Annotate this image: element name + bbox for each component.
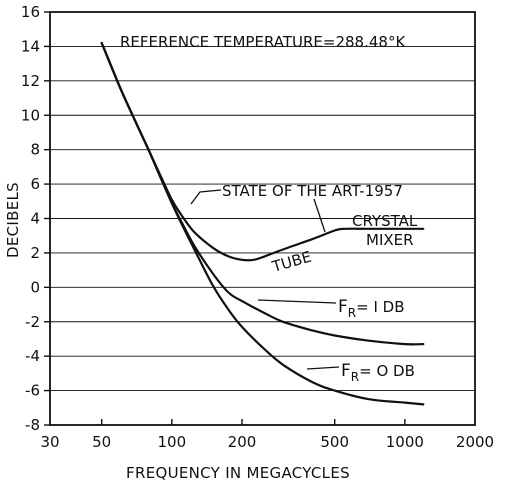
state-of-art-leader-right [313, 198, 326, 233]
y-tick-label: 12 [21, 72, 40, 90]
grid-layer [50, 45, 475, 392]
fr-0db-curve [100, 41, 425, 406]
y-tick-label: 8 [30, 141, 40, 159]
x-tick-label: 200 [228, 433, 257, 451]
fr0-label-rest: = O DB [359, 362, 415, 380]
fr1-label: FR= I DB [338, 297, 405, 320]
y-tick-label: 0 [30, 278, 40, 296]
fr1-label-sub: R [348, 306, 356, 320]
plot-frame [49, 11, 476, 426]
x-tick-label: 2000 [456, 433, 494, 451]
fr1-label-f: F [338, 297, 348, 317]
y-tick-label: -2 [25, 313, 40, 331]
x-tick-label: 1000 [386, 433, 424, 451]
y-axis-ticks: -8 -6 -4 -2 0 2 4 6 8 10 12 14 16 [21, 3, 50, 434]
fr0-leader [306, 366, 340, 370]
fr0-label-sub: R [351, 370, 359, 384]
x-tick-label: 50 [92, 433, 111, 451]
series-layer [100, 41, 425, 406]
x-tick-label: 100 [158, 433, 187, 451]
y-tick-label: 16 [21, 3, 40, 21]
y-tick-label: 2 [30, 244, 40, 262]
y-tick-label: -8 [25, 416, 40, 434]
fr1-label-rest: = I DB [356, 298, 404, 316]
y-tick-label: 10 [21, 106, 40, 124]
x-tick-label: 30 [40, 433, 59, 451]
state-of-art-label: STATE OF THE ART-1957 [222, 182, 403, 200]
x-axis-title: FREQUENCY IN MEGACYCLES [126, 464, 350, 482]
mixer-label: MIXER [366, 231, 414, 249]
y-tick-label: 6 [30, 175, 40, 193]
x-tick-label: 500 [320, 433, 349, 451]
x-axis-ticks: 30 50 100 200 500 1000 2000 [40, 419, 494, 451]
crystal-label: CRYSTAL [352, 212, 418, 230]
fr0-label-f: F [341, 361, 351, 381]
y-tick-label: 4 [30, 210, 40, 228]
fr1-leader [257, 299, 337, 304]
y-tick-label: 14 [21, 37, 40, 55]
reference-temperature-label: REFERENCE TEMPERATURE=288.48°K [120, 33, 406, 51]
fr0-label: FR= O DB [341, 361, 415, 384]
state-of-art-leader-left [190, 189, 222, 205]
y-axis-title: DECIBELS [4, 182, 22, 258]
y-tick-label: -6 [25, 382, 40, 400]
y-tick-label: -4 [25, 347, 40, 365]
